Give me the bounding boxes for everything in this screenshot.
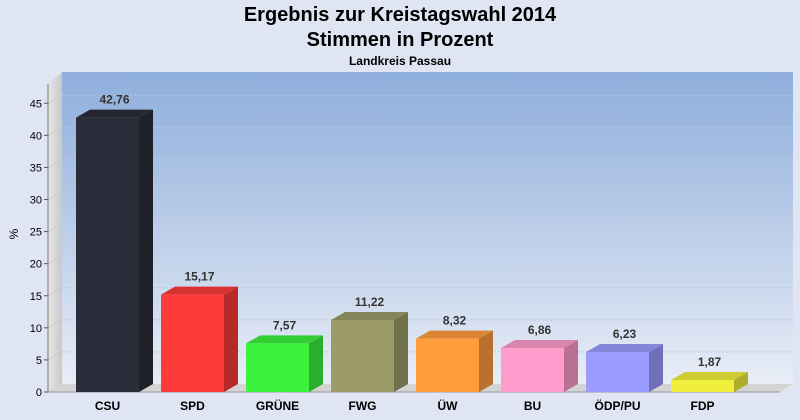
bar-side: [394, 312, 408, 392]
grid-line-side: [47, 351, 63, 361]
x-tick-label: BU: [524, 399, 541, 413]
x-tick-label: GRÜNE: [256, 398, 299, 413]
bar--w: 8,32: [416, 314, 493, 392]
bar-top: [671, 372, 748, 381]
bar-front: [586, 352, 649, 392]
grid-line-side: [47, 191, 63, 200]
bar-bu: 6,86: [501, 323, 578, 392]
y-tick-label: 40: [30, 130, 42, 142]
bar-value-label: 8,32: [443, 314, 467, 328]
bar-top: [501, 339, 578, 348]
chart-subtitle: Stimmen in Prozent: [306, 29, 494, 51]
x-tick-label: SPD: [180, 399, 205, 413]
y-tick-label: 30: [30, 195, 42, 207]
bar-value-label: 6,86: [528, 323, 552, 337]
bar-front: [331, 320, 394, 392]
grid-line-side: [47, 158, 63, 168]
y-tick-label: 5: [36, 355, 42, 367]
bar-value-label: 15,17: [184, 270, 214, 284]
y-tick-label: 15: [30, 291, 42, 303]
x-tick-label: FDP: [691, 399, 715, 413]
bar-top: [76, 109, 153, 118]
bar--dp-pu: 6,23: [586, 327, 663, 392]
chart-title: Ergebnis zur Kreistagswahl 2014: [243, 4, 557, 26]
bar-csu: 42,76: [76, 93, 153, 392]
bar-fwg: 11,22: [331, 295, 408, 392]
bar-front: [76, 117, 139, 392]
x-tick-label: ÖDP/PU: [594, 398, 640, 413]
bar-top: [416, 330, 493, 339]
x-tick-label: ÜW: [438, 398, 459, 413]
bar-gr-ne: 7,57: [246, 318, 323, 392]
y-tick-label: 0: [36, 387, 42, 399]
bar-side: [649, 344, 663, 392]
y-axis-label: %: [7, 228, 21, 239]
bar-side: [564, 339, 578, 392]
bar-side: [309, 335, 323, 392]
bar-front: [501, 347, 564, 392]
y-tick-label: 45: [30, 98, 42, 110]
grid-line-side: [47, 126, 63, 136]
bar-top: [586, 344, 663, 353]
bar-value-label: 7,57: [273, 318, 297, 332]
y-tick-label: 20: [30, 259, 42, 271]
bar-top: [161, 286, 238, 295]
bar-value-label: 6,23: [613, 327, 637, 341]
grid-line-side: [47, 287, 63, 297]
bar-spd: 15,17: [161, 270, 238, 392]
y-tick-label: 35: [30, 162, 42, 174]
bar-value-label: 1,87: [698, 355, 722, 369]
grid-line-side: [47, 223, 63, 233]
bar-front: [416, 338, 479, 392]
bar-side: [139, 109, 153, 392]
bar-front: [671, 380, 734, 392]
bar-value-label: 42,76: [99, 93, 129, 107]
bar-front: [161, 294, 224, 392]
bar-side: [479, 330, 493, 392]
bar-top: [246, 335, 323, 344]
bar-side: [734, 372, 748, 392]
bar-side: [224, 286, 238, 392]
x-tick-label: FWG: [349, 399, 377, 413]
y-tick-label: 25: [30, 227, 42, 239]
chart-caption: Landkreis Passau: [348, 54, 452, 68]
bar-value-label: 11,22: [355, 295, 385, 309]
grid-line-side: [47, 94, 63, 104]
grid-line-side: [47, 319, 63, 329]
y-tick-label: 10: [30, 323, 42, 335]
bar-top: [331, 312, 408, 321]
grid-line-side: [47, 255, 63, 265]
left-wall: [48, 72, 62, 392]
x-tick-label: CSU: [95, 399, 120, 413]
bar-fdp: 1,87: [671, 355, 748, 392]
bar-front: [246, 343, 309, 392]
